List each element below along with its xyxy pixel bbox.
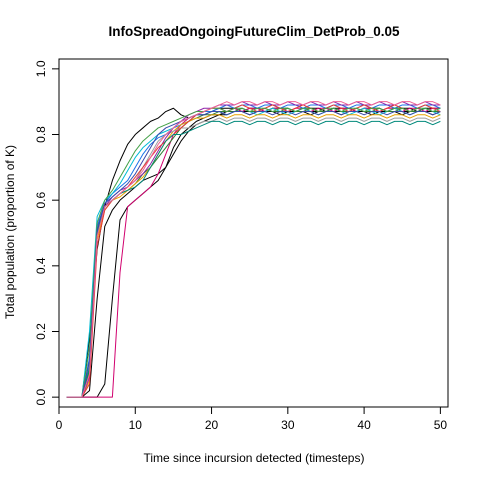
y-tick-label: 0.2: [34, 323, 48, 340]
series-layer: [66, 101, 441, 398]
chart-title: InfoSpreadOngoingFutureClim_DetProb_0.05: [108, 24, 400, 39]
y-tick-label: 1.0: [34, 60, 48, 77]
series-line-5: [66, 104, 441, 398]
x-tick-label: 40: [357, 418, 371, 432]
x-tick-label: 10: [129, 418, 143, 432]
x-axis: 0 10 20 30 40 50: [56, 406, 448, 432]
y-axis: 0.0 0.2 0.4 0.6 0.8 1.0: [34, 60, 60, 405]
y-tick-label: 0.0: [34, 388, 48, 405]
y-axis-label: Total population (proportion of K): [3, 145, 17, 319]
series-line-13: [66, 120, 441, 398]
series-line-12: [66, 107, 441, 398]
x-tick-label: 0: [56, 418, 63, 432]
x-tick-label: 50: [434, 418, 448, 432]
series-line-15: [66, 101, 441, 398]
x-axis-label: Time since incursion detected (timesteps…: [144, 451, 365, 465]
y-tick-label: 0.4: [34, 257, 48, 274]
series-line-14: [66, 111, 441, 398]
y-tick-label: 0.6: [34, 192, 48, 209]
y-tick-label: 0.8: [34, 126, 48, 143]
x-tick-label: 20: [205, 418, 219, 432]
series-line-8: [66, 114, 441, 398]
x-tick-label: 30: [281, 418, 295, 432]
